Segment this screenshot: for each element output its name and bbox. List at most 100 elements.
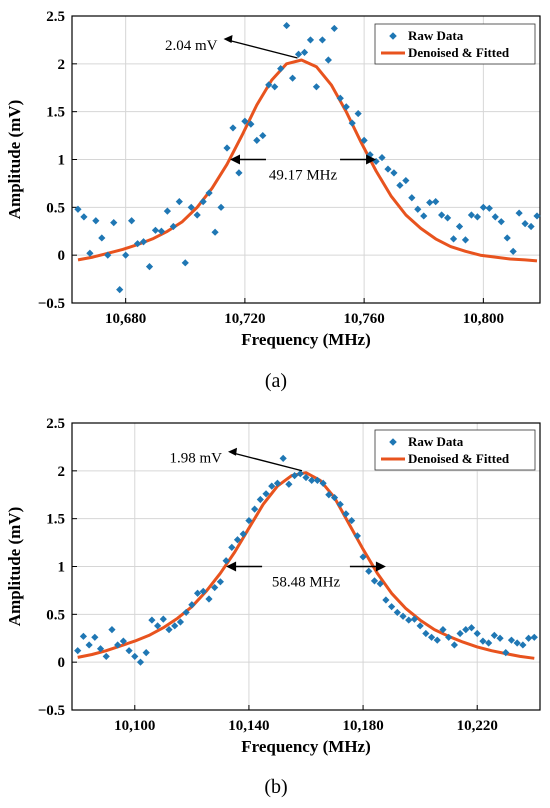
raw-data-point — [490, 631, 498, 639]
raw-data-point — [187, 203, 195, 211]
raw-data-point — [229, 124, 237, 132]
raw-data-point — [485, 204, 493, 212]
raw-data-point — [199, 587, 207, 595]
raw-data-point — [188, 601, 196, 609]
raw-data-point — [98, 234, 106, 242]
raw-data-point — [530, 633, 538, 641]
raw-data-point — [239, 530, 247, 538]
width-arrowhead-left — [226, 561, 237, 572]
raw-data-point — [319, 479, 327, 487]
legend-fit-label: Denoised & Fitted — [408, 45, 510, 60]
raw-data-point — [285, 480, 293, 488]
raw-data-point — [393, 608, 401, 617]
raw-data-point — [336, 500, 344, 508]
panel-caption: (a) — [265, 370, 287, 392]
raw-data-point — [216, 578, 224, 586]
raw-data-point — [211, 583, 219, 592]
legend-raw-label: Raw Data — [408, 28, 464, 43]
legend-fit-label: Denoised & Fitted — [408, 451, 510, 466]
raw-data-point — [265, 81, 273, 89]
raw-data-point — [268, 482, 276, 490]
x-tick-label: 10,140 — [228, 718, 269, 734]
x-tick-label: 10,100 — [114, 718, 155, 734]
raw-data-point — [354, 109, 362, 118]
peak-annotation: 1.98 mV — [170, 451, 223, 467]
raw-data-point — [247, 120, 255, 128]
y-tick-label: 1 — [58, 153, 66, 169]
chart-panel-1: 10,100 10,140 10,180 10,220 −0.5 0 0.5 1 1.5 2 2.5… — [5, 416, 541, 798]
raw-data-point — [302, 473, 310, 482]
y-axis-label: Amplitude (mV) — [5, 100, 24, 219]
raw-data-point — [370, 577, 379, 585]
raw-data-point — [271, 83, 279, 91]
raw-data-point — [330, 494, 339, 502]
raw-data-point — [420, 212, 428, 220]
raw-data-point — [414, 205, 422, 213]
raw-data-point — [422, 629, 430, 638]
raw-data-point — [445, 633, 453, 641]
raw-data-point — [74, 205, 82, 213]
raw-data-point — [399, 612, 407, 620]
raw-data-point — [151, 226, 160, 234]
raw-data-point — [527, 222, 535, 231]
raw-data-point — [450, 641, 458, 649]
raw-data-point — [80, 213, 88, 221]
peak-arrow-head — [228, 447, 237, 456]
raw-data-point — [262, 490, 270, 498]
y-axis-label: Amplitude (mV) — [5, 507, 24, 626]
raw-data-point — [273, 479, 282, 487]
raw-data-point — [438, 211, 446, 219]
raw-data-point — [125, 647, 133, 655]
x-tick-label: 10,760 — [344, 311, 385, 327]
x-tick-label: 10,800 — [463, 311, 504, 327]
raw-data-point — [222, 557, 230, 565]
raw-data-point — [171, 622, 179, 630]
peak-annotation: 2.04 mV — [165, 38, 218, 54]
raw-data-point — [503, 234, 511, 242]
raw-data-point — [325, 491, 333, 499]
raw-data-point — [330, 24, 338, 33]
raw-data-point — [85, 641, 93, 649]
raw-data-point — [306, 36, 315, 44]
raw-data-point — [131, 652, 139, 661]
x-tick-label: 10,180 — [342, 718, 383, 734]
y-tick-label: 2 — [58, 57, 66, 73]
raw-data-point — [533, 212, 541, 220]
raw-data-point — [360, 136, 368, 144]
raw-data-point — [342, 510, 350, 518]
raw-data-point — [336, 94, 344, 102]
raw-data-point — [318, 36, 326, 44]
raw-data-point — [116, 286, 124, 294]
x-tick-label: 10,720 — [224, 311, 265, 327]
raw-data-point — [390, 169, 398, 177]
y-tick-label: 2 — [58, 464, 66, 480]
legend-box — [374, 429, 536, 471]
raw-data-point — [507, 636, 516, 644]
raw-data-point — [241, 117, 249, 125]
raw-data-point — [461, 236, 470, 244]
raw-data-point — [163, 207, 171, 215]
raw-data-point — [515, 209, 523, 217]
raw-data-point — [290, 472, 299, 480]
raw-data-point — [519, 641, 527, 649]
raw-data-point — [378, 153, 386, 162]
raw-data-point — [205, 189, 213, 197]
raw-data-point — [277, 65, 285, 73]
raw-data-point — [182, 608, 190, 617]
raw-data-point — [509, 247, 517, 255]
raw-data-point — [91, 633, 99, 641]
raw-data-point — [426, 198, 434, 207]
raw-data-point — [384, 165, 392, 173]
raw-data-point — [432, 197, 440, 206]
raw-data-point — [154, 622, 162, 630]
raw-data-point — [245, 516, 253, 525]
raw-data-point — [294, 50, 303, 58]
raw-data-point — [467, 211, 476, 219]
raw-data-point — [296, 470, 304, 478]
raw-data-point — [479, 203, 487, 211]
width-arrowhead-left — [229, 154, 240, 165]
raw-data-point — [157, 227, 166, 235]
raw-data-point — [324, 56, 332, 64]
raw-data-point — [279, 454, 287, 462]
